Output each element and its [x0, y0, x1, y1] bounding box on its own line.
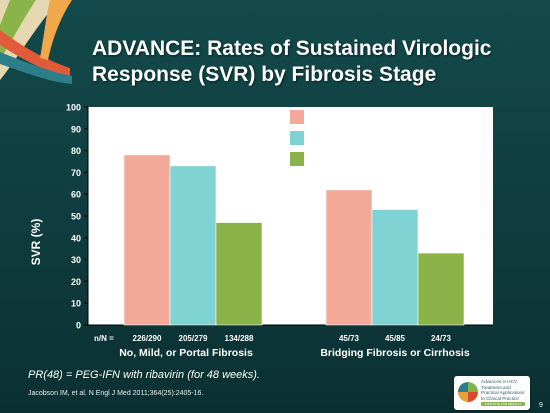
y-tick-label: 60: [71, 190, 81, 200]
legend-label: Telaprevir × 12 weeks (T12) + PR: [309, 110, 488, 124]
bar-value-label: 62: [342, 172, 356, 186]
y-tick-label: 10: [71, 299, 81, 309]
bar-value-label: 33: [434, 235, 448, 249]
badge-text: Advances in HCV Treatment and Practical …: [481, 379, 525, 401]
bar-value-label: 73: [186, 148, 200, 162]
sample-size-label: 226/290: [133, 334, 162, 343]
y-tick-label: 20: [71, 277, 81, 287]
y-tick-label: 40: [71, 233, 81, 243]
bar-value-label: 78: [140, 137, 154, 151]
sample-size-label: 45/73: [339, 334, 360, 343]
n-label: n/N =: [94, 334, 114, 343]
badge-tag: INSTITUTE FOR MEDICAL EDUCATION: [481, 402, 525, 410]
bar: [325, 189, 373, 326]
y-tick-label: 0: [76, 321, 81, 331]
conference-badge: Advances in HCV Treatment and Practical …: [454, 376, 530, 410]
citation: Jacobson IM, et al. N Engl J Med 2011;36…: [28, 390, 204, 397]
slide-title: ADVANCE: Rates of Sustained Virologic Re…: [92, 36, 532, 88]
sample-size-label: 24/73: [431, 334, 452, 343]
y-tick-label: 30: [71, 255, 81, 265]
bar: [169, 165, 217, 326]
legend-swatch: [290, 110, 304, 124]
y-tick-label: 80: [71, 146, 81, 156]
bar: [123, 154, 171, 326]
legend: Telaprevir × 12 weeks (T12) + PR Telaprev…: [290, 110, 488, 166]
title-line-1: ADVANCE: Rates of Sustained Virologic: [92, 37, 492, 60]
category-label-2: Bridging Fibrosis or Cirrhosis: [320, 347, 470, 359]
ribbon-logo-graphic: [0, 0, 72, 84]
bar: [215, 222, 263, 326]
legend-swatch: [290, 152, 304, 166]
legend-label: Telaprevir × 8 weeks (T8) + PR: [309, 131, 475, 145]
sample-size-label: 45/85: [385, 334, 406, 343]
y-axis-label: SVR (%): [29, 219, 43, 266]
y-axis-ticks: 0 10 20 30 40 50 60 70 80 90 100: [66, 103, 88, 331]
bar: [417, 252, 465, 326]
bar-value-label: 53: [388, 191, 402, 205]
sample-size-label: 205/279: [179, 334, 208, 343]
footnote: PR(48) = PEG-IFN with ribavirin (for 48 …: [28, 369, 260, 381]
category-label-1: No, Mild, or Portal Fibrosis: [119, 347, 253, 359]
y-tick-label: 70: [71, 168, 81, 178]
badge-logo-icon: [458, 382, 478, 402]
y-tick-label: 100: [66, 103, 81, 113]
title-line-2: Response (SVR) by Fibrosis Stage: [92, 63, 437, 86]
legend-label: PR48: [309, 152, 339, 166]
sample-size-label: 134/288: [225, 334, 254, 343]
y-tick-label: 50: [71, 212, 81, 222]
bar-group: 78 226/290 73 205/279 47 134/288 62 45/73 53 45/8…: [123, 137, 465, 343]
y-tick-label: 90: [71, 124, 81, 134]
legend-swatch: [290, 131, 304, 145]
bar: [371, 209, 419, 326]
slide-number: 9: [539, 402, 543, 409]
bar-value-label: 47: [232, 205, 246, 219]
